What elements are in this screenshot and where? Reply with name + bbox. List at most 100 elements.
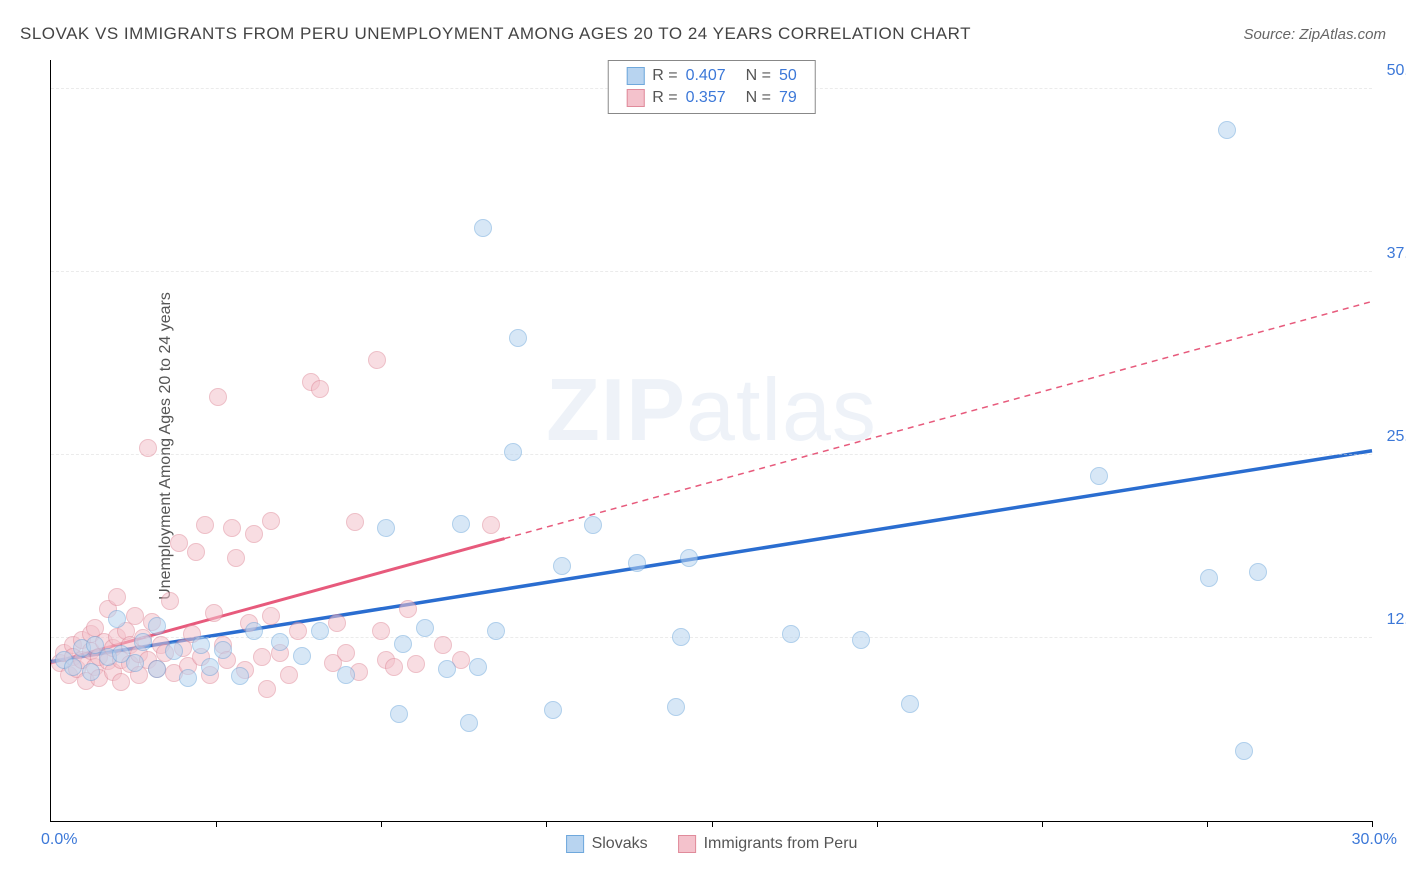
scatter-point-slovaks bbox=[1218, 121, 1236, 139]
scatter-point-peru bbox=[399, 600, 417, 618]
scatter-point-peru bbox=[245, 525, 263, 543]
y-tick-label: 37.5% bbox=[1387, 245, 1406, 263]
scatter-point-slovaks bbox=[126, 654, 144, 672]
scatter-point-slovaks bbox=[667, 698, 685, 716]
scatter-point-slovaks bbox=[852, 631, 870, 649]
x-axis-origin: 0.0% bbox=[41, 831, 77, 849]
x-tick bbox=[546, 821, 547, 827]
chart-title: SLOVAK VS IMMIGRANTS FROM PERU UNEMPLOYM… bbox=[20, 24, 971, 44]
scatter-point-slovaks bbox=[271, 633, 289, 651]
n-value-slovaks: 50 bbox=[779, 67, 797, 85]
scatter-point-slovaks bbox=[231, 667, 249, 685]
scatter-point-peru bbox=[346, 513, 364, 531]
scatter-point-slovaks bbox=[1200, 569, 1218, 587]
scatter-point-peru bbox=[205, 604, 223, 622]
scatter-point-peru bbox=[262, 512, 280, 530]
watermark: ZIPatlas bbox=[546, 359, 877, 461]
scatter-point-peru bbox=[126, 607, 144, 625]
scatter-point-slovaks bbox=[148, 660, 166, 678]
scatter-point-peru bbox=[262, 607, 280, 625]
scatter-point-slovaks bbox=[108, 610, 126, 628]
r-value-peru: 0.357 bbox=[686, 89, 726, 107]
n-label: N = bbox=[746, 67, 771, 85]
x-tick bbox=[1207, 821, 1208, 827]
scatter-point-peru bbox=[280, 666, 298, 684]
scatter-point-peru bbox=[223, 519, 241, 537]
scatter-point-peru bbox=[385, 658, 403, 676]
source-attribution: Source: ZipAtlas.com bbox=[1243, 26, 1386, 43]
scatter-point-peru bbox=[253, 648, 271, 666]
scatter-point-slovaks bbox=[628, 554, 646, 572]
chart-container: SLOVAK VS IMMIGRANTS FROM PERU UNEMPLOYM… bbox=[0, 0, 1406, 892]
legend-row-slovaks: R = 0.407 N = 50 bbox=[626, 65, 797, 87]
scatter-point-slovaks bbox=[452, 515, 470, 533]
scatter-point-slovaks bbox=[1235, 742, 1253, 760]
scatter-point-slovaks bbox=[672, 628, 690, 646]
scatter-point-slovaks bbox=[148, 617, 166, 635]
n-value-peru: 79 bbox=[779, 89, 797, 107]
scatter-point-slovaks bbox=[469, 658, 487, 676]
scatter-point-peru bbox=[108, 588, 126, 606]
x-tick bbox=[1042, 821, 1043, 827]
series-legend: Slovaks Immigrants from Peru bbox=[566, 835, 858, 853]
legend-swatch-slovaks bbox=[566, 835, 584, 853]
scatter-point-peru bbox=[187, 543, 205, 561]
x-tick bbox=[381, 821, 382, 827]
scatter-point-slovaks bbox=[901, 695, 919, 713]
scatter-point-slovaks bbox=[504, 443, 522, 461]
x-tick bbox=[712, 821, 713, 827]
scatter-point-slovaks bbox=[179, 669, 197, 687]
scatter-point-slovaks bbox=[390, 705, 408, 723]
scatter-point-peru bbox=[258, 680, 276, 698]
scatter-point-peru bbox=[139, 439, 157, 457]
scatter-point-slovaks bbox=[474, 219, 492, 237]
scatter-point-peru bbox=[112, 673, 130, 691]
x-tick bbox=[1372, 821, 1373, 827]
scatter-point-peru bbox=[368, 351, 386, 369]
correlation-legend: R = 0.407 N = 50 R = 0.357 N = 79 bbox=[607, 60, 816, 114]
scatter-point-slovaks bbox=[311, 622, 329, 640]
scatter-point-slovaks bbox=[214, 641, 232, 659]
scatter-point-slovaks bbox=[438, 660, 456, 678]
scatter-point-slovaks bbox=[1090, 467, 1108, 485]
scatter-point-peru bbox=[196, 516, 214, 534]
r-value-slovaks: 0.407 bbox=[686, 67, 726, 85]
r-label: R = bbox=[652, 67, 677, 85]
scatter-point-slovaks bbox=[584, 516, 602, 534]
x-tick bbox=[216, 821, 217, 827]
legend-label-peru: Immigrants from Peru bbox=[704, 835, 858, 853]
scatter-point-peru bbox=[434, 636, 452, 654]
scatter-point-slovaks bbox=[416, 619, 434, 637]
r-label: R = bbox=[652, 89, 677, 107]
scatter-point-slovaks bbox=[165, 642, 183, 660]
legend-label-slovaks: Slovaks bbox=[592, 835, 648, 853]
y-tick-label: 50.0% bbox=[1387, 62, 1406, 80]
scatter-point-peru bbox=[337, 644, 355, 662]
legend-row-peru: R = 0.357 N = 79 bbox=[626, 87, 797, 109]
scatter-point-slovaks bbox=[1249, 563, 1267, 581]
n-label: N = bbox=[746, 89, 771, 107]
scatter-point-slovaks bbox=[553, 557, 571, 575]
scatter-point-peru bbox=[482, 516, 500, 534]
gridline-h bbox=[51, 454, 1372, 455]
legend-swatch-peru bbox=[678, 835, 696, 853]
scatter-point-slovaks bbox=[134, 633, 152, 651]
legend-swatch-slovaks bbox=[626, 67, 644, 85]
scatter-point-peru bbox=[289, 622, 307, 640]
scatter-point-slovaks bbox=[487, 622, 505, 640]
scatter-point-slovaks bbox=[509, 329, 527, 347]
scatter-point-slovaks bbox=[64, 658, 82, 676]
scatter-point-peru bbox=[407, 655, 425, 673]
scatter-point-slovaks bbox=[782, 625, 800, 643]
scatter-point-slovaks bbox=[337, 666, 355, 684]
scatter-point-slovaks bbox=[245, 622, 263, 640]
scatter-point-slovaks bbox=[192, 636, 210, 654]
scatter-point-slovaks bbox=[293, 647, 311, 665]
scatter-point-peru bbox=[170, 534, 188, 552]
x-tick bbox=[877, 821, 878, 827]
plot-area: ZIPatlas R = 0.407 N = 50 R = 0.357 N = … bbox=[50, 60, 1372, 822]
scatter-point-slovaks bbox=[394, 635, 412, 653]
scatter-point-peru bbox=[209, 388, 227, 406]
scatter-point-slovaks bbox=[82, 663, 100, 681]
scatter-point-peru bbox=[227, 549, 245, 567]
